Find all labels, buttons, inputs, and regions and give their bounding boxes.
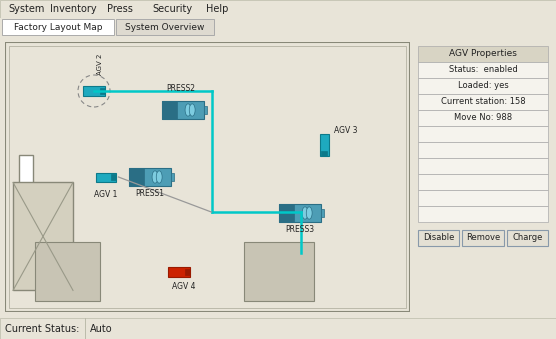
Bar — [279, 204, 294, 222]
Text: AGV 2: AGV 2 — [97, 54, 103, 75]
Bar — [162, 101, 204, 119]
Text: System Overview: System Overview — [125, 22, 205, 32]
Bar — [96, 173, 116, 181]
Text: Auto: Auto — [90, 323, 113, 334]
Text: Current station: 158: Current station: 158 — [441, 98, 525, 106]
Text: PRESS1: PRESS1 — [136, 189, 165, 198]
Bar — [171, 173, 174, 181]
Bar — [168, 267, 190, 277]
Bar — [279, 204, 321, 222]
Bar — [418, 190, 548, 206]
Bar — [204, 106, 207, 114]
Bar — [418, 78, 548, 94]
Text: AGV Properties: AGV Properties — [449, 49, 517, 59]
Bar — [19, 155, 33, 231]
Bar — [418, 230, 459, 246]
Bar — [100, 88, 105, 94]
Bar — [463, 230, 504, 246]
Ellipse shape — [189, 104, 195, 116]
Bar — [321, 208, 324, 217]
Text: Factory Layout Map: Factory Layout Map — [14, 22, 102, 32]
Text: Remove: Remove — [466, 234, 500, 242]
Bar — [418, 94, 548, 110]
Text: Status:  enabled: Status: enabled — [449, 65, 518, 75]
Bar — [418, 158, 548, 174]
Bar — [320, 134, 329, 156]
Bar — [13, 182, 73, 291]
Bar — [35, 242, 100, 301]
Bar — [418, 46, 548, 62]
Bar — [129, 168, 144, 186]
Text: Disable: Disable — [423, 234, 454, 242]
Bar — [2, 19, 114, 35]
Bar — [418, 174, 548, 190]
Text: AGV 4: AGV 4 — [172, 282, 196, 291]
Bar — [418, 206, 548, 222]
Ellipse shape — [302, 207, 308, 219]
Text: Current Status:: Current Status: — [5, 323, 80, 334]
Text: Help: Help — [206, 4, 229, 14]
Text: AGV 3: AGV 3 — [334, 126, 358, 135]
Bar — [116, 19, 214, 35]
Bar — [321, 151, 327, 156]
Text: Security: Security — [152, 4, 192, 14]
Text: PRESS2: PRESS2 — [166, 84, 196, 93]
Text: AGV 1: AGV 1 — [95, 190, 118, 199]
Text: PRESS3: PRESS3 — [285, 225, 315, 234]
Bar — [418, 62, 548, 78]
Ellipse shape — [306, 207, 312, 219]
Text: Loaded: yes: Loaded: yes — [458, 81, 508, 91]
Ellipse shape — [185, 104, 191, 116]
Bar — [129, 168, 171, 186]
Bar — [244, 242, 314, 301]
Bar — [418, 110, 548, 126]
Text: Charge: Charge — [512, 234, 543, 242]
Text: Inventory: Inventory — [50, 4, 97, 14]
Bar — [418, 126, 548, 142]
Ellipse shape — [152, 171, 158, 183]
Text: System: System — [8, 4, 44, 14]
Bar — [507, 230, 548, 246]
Text: Move No: 988: Move No: 988 — [454, 114, 512, 122]
Text: Press: Press — [107, 4, 133, 14]
Ellipse shape — [156, 171, 162, 183]
Bar — [185, 269, 190, 275]
Bar — [111, 174, 116, 180]
Bar — [83, 86, 105, 96]
Bar — [418, 142, 548, 158]
Bar — [162, 101, 177, 119]
